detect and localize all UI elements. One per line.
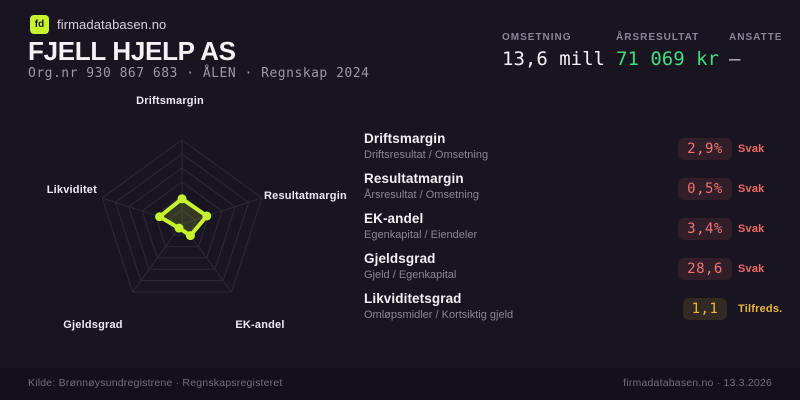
metric-status-label: Svak [738, 183, 765, 195]
stat-value: – [729, 48, 741, 70]
metric-value-badge: 0,5% [678, 178, 732, 200]
stat-ansatte: ANSATTE – [729, 32, 782, 70]
brand: fd firmadatabasen.no [30, 14, 166, 34]
footer-source-text: Kilde: Brønnøysundregistrene · Regnskaps… [28, 377, 283, 389]
metric-formula: Omløpsmidler / Kortsiktig gjeld [364, 309, 514, 321]
metric-name: EK-andel [364, 211, 424, 226]
metric-value-badge: 2,9% [678, 138, 732, 160]
metric-formula: Egenkapital / Eiendeler [364, 229, 478, 241]
stat-value: 13,6 mill [502, 48, 605, 70]
company-meta-subtitle: Org.nr 930 867 683 · ÅLEN · Regnskap 202… [28, 66, 370, 81]
metric-status-label: Tilfreds. [738, 303, 783, 315]
stat-omsetning: OMSETNING 13,6 mill [502, 32, 605, 70]
metric-row-driftsmargin: Driftsmargin Driftsresultat / Omsetning … [364, 131, 784, 167]
metric-status-label: Svak [738, 263, 765, 275]
stat-label: ANSATTE [729, 32, 783, 43]
metric-status-label: Svak [738, 143, 765, 155]
metric-value-badge: 3,4% [678, 218, 732, 240]
stat-label: ÅRSRESULTAT [616, 32, 700, 43]
footer-bar: Kilde: Brønnøysundregistrene · Regnskaps… [0, 368, 800, 400]
metric-formula: Gjeld / Egenkapital [364, 269, 457, 281]
metric-row-gjeldsgrad: Gjeldsgrad Gjeld / Egenkapital 28,6 Svak [364, 251, 784, 287]
radar-axis-resultatmargin: Resultatmargin [264, 190, 347, 202]
radar-axis-gjeldsgrad: Gjeldsgrad [63, 319, 123, 331]
metric-name: Likviditetsgrad [364, 291, 462, 306]
metric-name: Gjeldsgrad [364, 251, 436, 266]
footer-site-date: firmadatabasen.no · 13.3.2026 [623, 377, 772, 389]
radar-chart [0, 88, 364, 380]
metric-value-badge: 28,6 [678, 258, 732, 280]
metric-name: Resultatmargin [364, 171, 464, 186]
stat-label: OMSETNING [502, 32, 572, 43]
radar-axis-ek-andel: EK-andel [235, 319, 285, 331]
metric-status-label: Svak [738, 223, 765, 235]
metric-name: Driftsmargin [364, 131, 446, 146]
radar-chart-canvas [101, 139, 263, 293]
brand-site-name[interactable]: firmadatabasen.no [57, 16, 167, 32]
metric-formula: Årsresultat / Omsetning [364, 189, 479, 201]
metric-row-resultatmargin: Resultatmargin Årsresultat / Omsetning 0… [364, 171, 784, 207]
radar-axis-driftsmargin: Driftsmargin [136, 95, 204, 107]
metric-value-badge: 1,1 [682, 298, 728, 320]
stat-arsresultat: ÅRSRESULTAT 71 069 kr [616, 32, 719, 70]
metric-row-likviditetsgrad: Likviditetsgrad Omløpsmidler / Kortsikti… [364, 291, 784, 327]
firmadatabasen-logo-icon: fd [30, 14, 49, 34]
stat-value: 71 069 kr [616, 48, 719, 70]
metric-formula: Driftsresultat / Omsetning [364, 149, 489, 161]
key-figures: OMSETNING 13,6 mill ÅRSRESULTAT 71 069 k… [0, 0, 800, 90]
radar-axis-likviditet: Likviditet [46, 184, 97, 196]
metric-row-ek-andel: EK-andel Egenkapital / Eiendeler 3,4% Sv… [364, 211, 784, 247]
company-name-title: FJELL HJELP AS [28, 36, 236, 66]
